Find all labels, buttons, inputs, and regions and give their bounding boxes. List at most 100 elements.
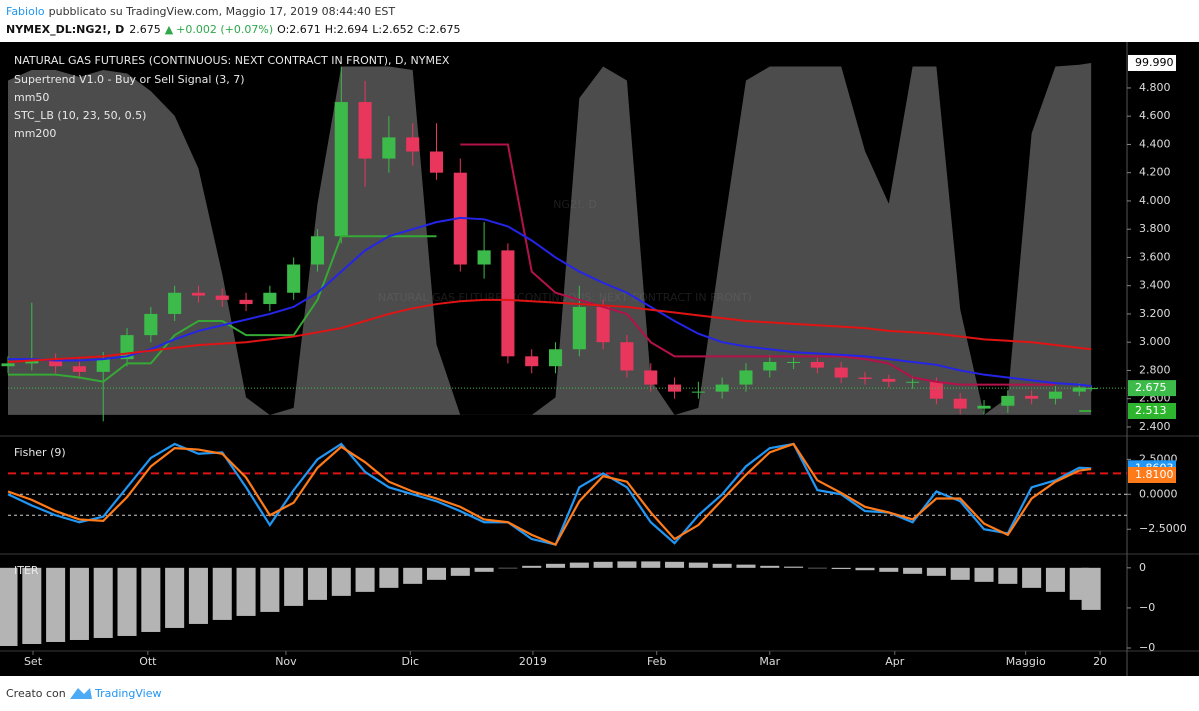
indicator-line [8, 216, 1092, 387]
y-tick-label: 2.400 [1139, 420, 1171, 433]
bar [450, 567, 470, 576]
bar [950, 567, 970, 580]
brand-logo[interactable] [70, 688, 92, 699]
candle-body [310, 236, 325, 265]
value-label-box [1128, 467, 1176, 484]
ohlc-label: H: [325, 23, 337, 36]
bar [498, 567, 518, 569]
candle-body [1072, 387, 1086, 392]
y-tick-label: 2.800 [1139, 363, 1171, 376]
stc-area [8, 62, 1092, 415]
bar [284, 567, 304, 606]
candle-body [287, 264, 301, 293]
candle-body [429, 151, 444, 173]
bar [688, 562, 708, 568]
candle-body [882, 378, 896, 382]
bar [212, 567, 232, 620]
footer-text: Creato con [6, 687, 66, 700]
y-tick-label: 3.600 [1139, 250, 1171, 263]
candle-body [334, 102, 348, 237]
ohlc-value: 2.675 [429, 23, 461, 36]
pane-title: ITER [14, 564, 39, 577]
candle-body [96, 359, 110, 372]
candle-body [501, 250, 515, 357]
candle-body [834, 367, 848, 378]
bar [403, 567, 423, 584]
bar [69, 567, 89, 640]
indicator-line [460, 143, 1056, 386]
candle-body [596, 306, 610, 343]
y-tick-label: 3.400 [1139, 279, 1171, 292]
candle-body [72, 366, 86, 372]
ohlc-label: O: [277, 23, 289, 36]
candle-body [977, 405, 991, 409]
legend-entry: mm50 [14, 91, 49, 104]
x-tick-label: Dic [402, 655, 420, 668]
bar [736, 564, 756, 568]
candle-body [858, 377, 872, 379]
bar [474, 567, 494, 572]
arrow: ▲ [165, 23, 174, 36]
x-tick-label: Feb [647, 655, 666, 668]
y-tick-label: 0 [1139, 561, 1146, 574]
x-tick-label: Apr [885, 655, 905, 668]
bar [593, 561, 613, 568]
value-label-box [1128, 54, 1176, 71]
symbol-line: NYMEX_DL:NG2!, D 2.675 ▲ +0.002 (+0.07%) O:2… [6, 23, 461, 36]
y-tick-label: −2.5000 [1139, 522, 1187, 535]
x-tick-label: 2019 [519, 655, 547, 668]
candle-body [525, 356, 539, 367]
published: pubblicato su TradingView.com, Maggio 17… [49, 5, 396, 18]
bar [117, 567, 137, 636]
change: +0.002 (+0.07%) [176, 23, 273, 36]
candle-body [25, 360, 39, 364]
pane-title: Fisher (9) [14, 446, 66, 459]
candle-body [406, 137, 420, 152]
brand[interactable]: TradingView [94, 687, 161, 700]
x-tick-label: Mar [759, 655, 780, 668]
value-label: 99.990 [1135, 56, 1174, 69]
y-tick-label: 4.200 [1139, 166, 1171, 179]
candle-body [572, 306, 586, 350]
bar [331, 567, 351, 596]
author[interactable]: Fabiolo [6, 5, 45, 18]
value-label: 2.675 [1135, 381, 1167, 394]
candle-body [382, 137, 396, 159]
bar [93, 567, 113, 638]
header-line: Fabiolo pubblicato su TradingView.com, Ma… [6, 5, 395, 18]
bar [641, 561, 661, 568]
y-tick-label: 0.0000 [1139, 487, 1178, 500]
bar [1022, 567, 1042, 588]
symbol: NYMEX_DL:NG2!, D [6, 23, 124, 36]
candle-body [548, 349, 563, 367]
bar [260, 567, 280, 612]
candle-body [215, 295, 229, 300]
x-tick-label: Nov [275, 655, 297, 668]
bar [926, 567, 946, 576]
bar [1081, 567, 1101, 610]
legend-entry: Supertrend V1.0 - Buy or Sell Signal (3,… [14, 73, 245, 86]
y-tick-label: 4.800 [1139, 81, 1171, 94]
candle-body [929, 381, 943, 399]
candle-body [1, 363, 15, 367]
candle-body [739, 370, 753, 385]
ohlc-value: 2.652 [382, 23, 414, 36]
y-tick-label: −0 [1139, 601, 1155, 614]
bar [426, 567, 447, 580]
bar [665, 561, 685, 568]
candle-body [763, 361, 777, 371]
ohlc-value: 2.671 [289, 23, 321, 36]
ohlc-label: C: [418, 23, 429, 36]
x-tick-label: Ott [139, 655, 157, 668]
candle-body [620, 342, 634, 371]
bar [46, 567, 66, 642]
bar [546, 563, 566, 568]
bar [855, 567, 875, 571]
legend-entry: STC_LB (10, 23, 50, 0.5) [14, 109, 146, 122]
y-tick-label: 4.000 [1139, 194, 1171, 207]
y-tick-label: 3.800 [1139, 222, 1171, 235]
candle-body [953, 398, 967, 409]
bar [236, 567, 256, 616]
y-tick-label: 3.000 [1139, 335, 1171, 348]
